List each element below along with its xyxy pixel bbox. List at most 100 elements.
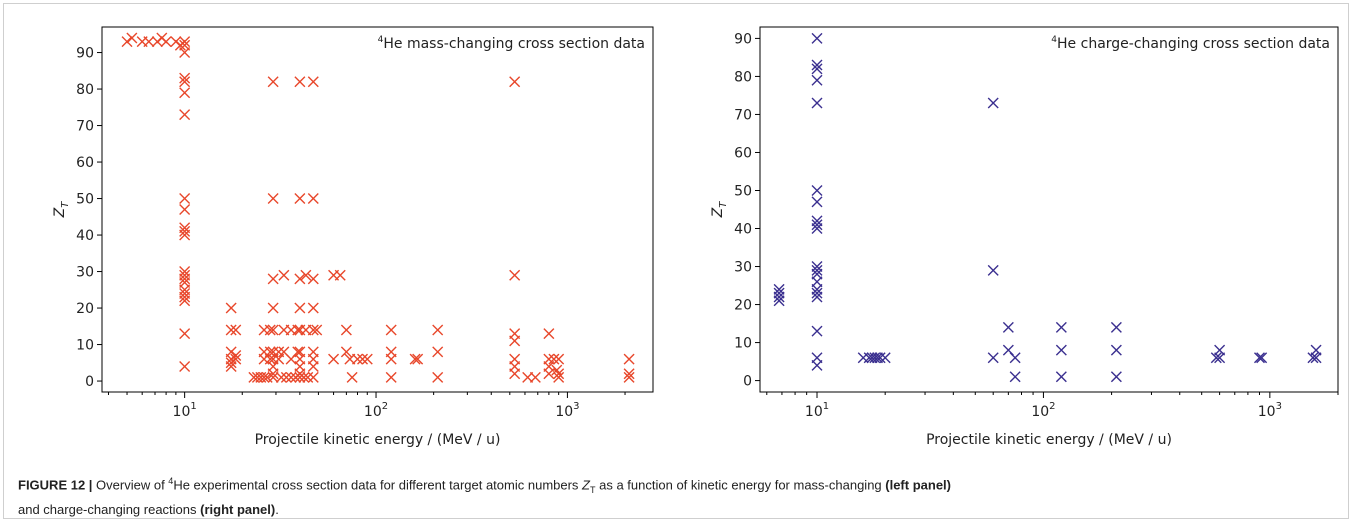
data-point (230, 350, 242, 361)
data-point (294, 302, 306, 314)
data-point (292, 324, 304, 336)
x-axis-label: Projectile kinetic energy / (MeV / u) (926, 432, 1172, 448)
data-point (874, 352, 886, 364)
data-point (857, 352, 869, 364)
data-point (267, 324, 279, 336)
data-point (307, 193, 319, 205)
data-point (811, 74, 823, 86)
data-point (179, 328, 191, 340)
plot-frame (759, 26, 1339, 393)
panel-title: 4He charge-changing cross section data (1051, 35, 1330, 52)
data-point (302, 371, 314, 383)
data-point (1009, 371, 1021, 383)
caption-text: Overview of (92, 477, 169, 493)
data-point (509, 368, 521, 380)
y-tick-label: 70 (734, 107, 752, 123)
data-point (553, 371, 565, 383)
data-point (179, 76, 191, 88)
data-point (1002, 321, 1014, 333)
data-point (278, 269, 290, 281)
caption-text: as a function of kinetic energy for mass… (595, 477, 886, 493)
data-point (179, 72, 191, 84)
x-tick-label: 103 (555, 401, 579, 420)
data-point (267, 302, 279, 314)
data-point (346, 371, 358, 383)
data-point (307, 76, 319, 88)
data-point (225, 302, 237, 314)
x-axis-label: Projectile kinetic energy / (MeV / u) (255, 432, 501, 448)
data-point (126, 32, 138, 44)
panel-title: 4He mass-changing cross section data (378, 35, 645, 52)
y-tick-label: 50 (76, 192, 94, 208)
x-tick-label: 103 (1258, 401, 1282, 420)
data-point (553, 353, 565, 365)
data-point (267, 368, 279, 380)
data-point (307, 371, 319, 383)
data-point (811, 325, 823, 337)
data-point (1310, 352, 1322, 364)
data-point (258, 371, 270, 383)
charge-changing-panel: 0 10 20 30 40 50 60 70 80 90 101 102 103 Projectile k… (710, 26, 1339, 448)
data-point (357, 353, 369, 365)
y-tick-label: 20 (734, 298, 752, 314)
data-point (230, 353, 242, 365)
data-point (548, 353, 560, 365)
data-point (623, 353, 635, 365)
data-point (361, 353, 373, 365)
caption-subscript: T (590, 484, 596, 495)
data-point (298, 371, 310, 383)
data-point (179, 109, 191, 121)
data-point (307, 324, 319, 336)
data-point (385, 324, 397, 336)
data-point (811, 59, 823, 71)
caption-bold-left: (left panel) (885, 477, 951, 493)
data-point (1055, 371, 1067, 383)
y-tick-label: 10 (76, 338, 94, 354)
data-point (1307, 352, 1319, 364)
data-point (987, 97, 999, 109)
data-point (811, 264, 823, 276)
data-point (160, 36, 172, 48)
data-point (987, 352, 999, 364)
y-tick-label: 0 (85, 374, 94, 390)
data-point (264, 353, 276, 365)
data-point (1009, 352, 1021, 364)
data-point (1253, 352, 1265, 364)
caption-text: and charge-changing reactions (18, 501, 201, 517)
data-point (179, 47, 191, 59)
data-point (432, 346, 444, 358)
data-point (811, 97, 823, 109)
data-point (1110, 344, 1122, 356)
data-point (179, 87, 191, 99)
data-point (179, 291, 191, 303)
data-point (334, 269, 346, 281)
caption-label: FIGURE 12 | (18, 477, 93, 493)
y-tick-label: 80 (76, 82, 94, 98)
data-point (267, 371, 279, 383)
data-point (811, 32, 823, 44)
data-point (179, 229, 191, 241)
data-point (311, 324, 323, 336)
data-point (267, 273, 279, 285)
data-point (328, 353, 340, 365)
data-point (409, 353, 421, 365)
data-point (292, 346, 304, 358)
data-point (230, 324, 242, 336)
data-point (179, 204, 191, 215)
y-tick-label: 30 (734, 260, 752, 276)
data-point (543, 328, 555, 340)
plot-frame (101, 26, 654, 393)
data-point (879, 352, 891, 364)
data-point (509, 335, 521, 347)
data-point (863, 352, 875, 364)
data-point (179, 273, 191, 285)
data-point (432, 371, 444, 383)
data-point (811, 291, 823, 303)
data-point (509, 76, 521, 88)
data-point (872, 352, 884, 364)
x-tick-label: 101 (805, 401, 829, 420)
y-tick-label: 0 (743, 374, 752, 390)
data-point (529, 371, 541, 383)
data-point (522, 371, 534, 383)
caption-bold-right: (right panel) (200, 501, 276, 517)
